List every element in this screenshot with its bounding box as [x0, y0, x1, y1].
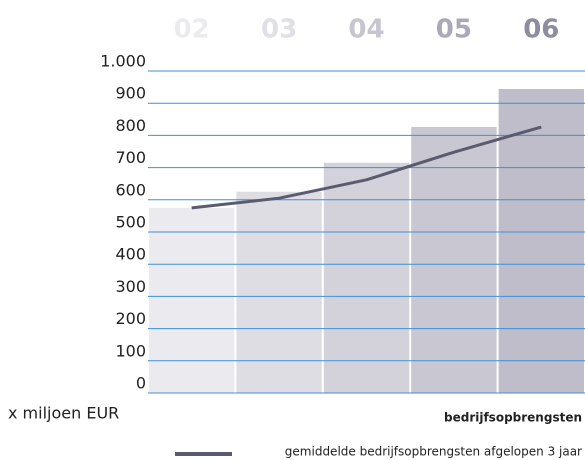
- y-tick-label: 300: [115, 277, 146, 296]
- category-label: 04: [348, 15, 384, 45]
- bar: [236, 191, 322, 393]
- y-tick-label: 200: [115, 309, 146, 328]
- y-tick-label: 100: [115, 341, 146, 360]
- category-label: 06: [523, 15, 559, 45]
- y-tick-label: 700: [115, 148, 146, 167]
- y-tick-label: 0: [136, 374, 146, 393]
- bar: [411, 127, 497, 393]
- y-tick-label: 400: [115, 245, 146, 264]
- category-label: 03: [261, 15, 297, 45]
- bar: [149, 207, 235, 393]
- bar: [323, 162, 410, 393]
- line: [191, 125, 542, 210]
- category-label: 02: [174, 15, 210, 45]
- y-tick-label: 800: [115, 116, 146, 135]
- legend-label: gemiddelde bedrijfsopbrengsten afgelopen…: [285, 445, 582, 459]
- y-tick-label: 1.000: [100, 52, 146, 71]
- category-label: 05: [436, 15, 472, 45]
- bar: [498, 89, 584, 394]
- y-tick-label: 900: [115, 84, 146, 103]
- y-tick-label: 500: [115, 213, 146, 232]
- legend-label: bedrijfsopbrengsten: [444, 411, 582, 425]
- y-axis-label: x miljoen EUR: [8, 404, 119, 423]
- y-tick-label: 600: [115, 180, 146, 199]
